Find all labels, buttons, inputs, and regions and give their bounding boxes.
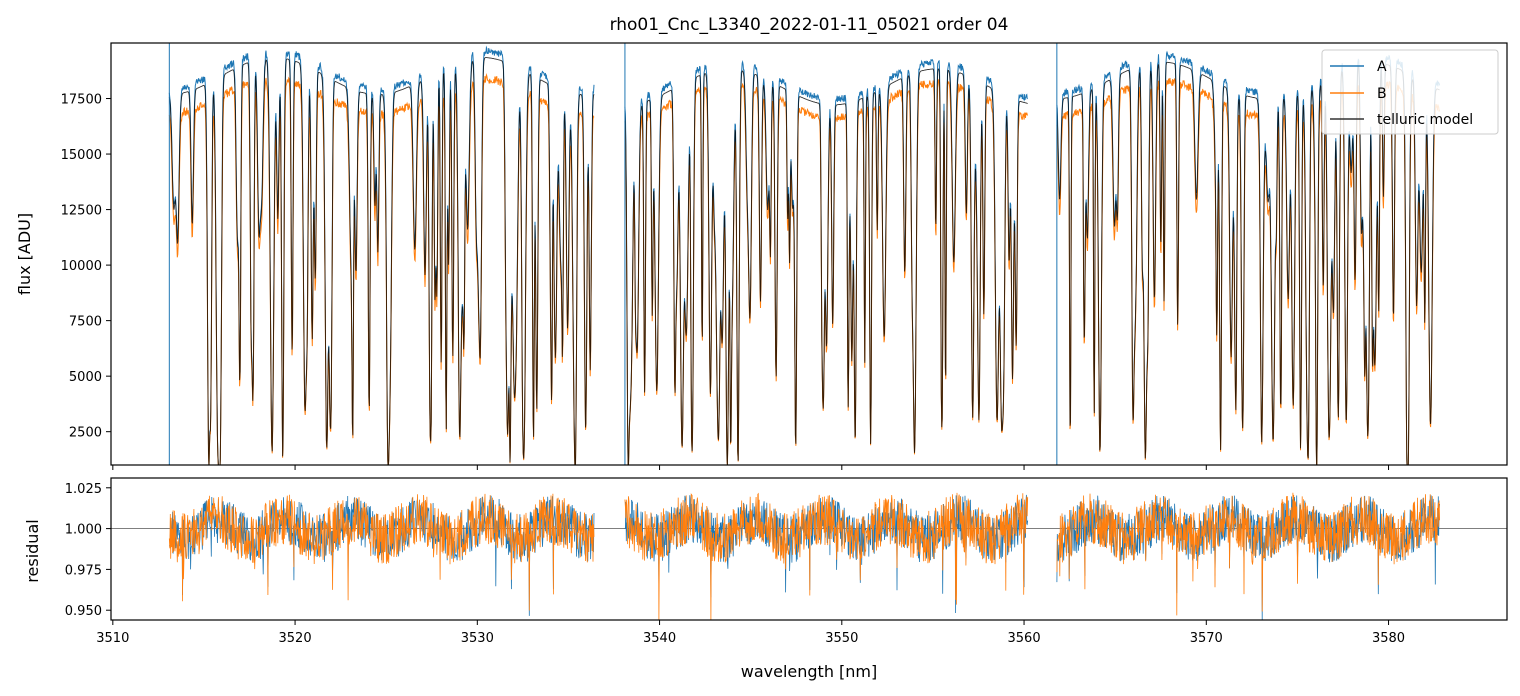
flux-y-tick-label: 10000 [61, 259, 102, 274]
legend: A B telluric model [1321, 49, 1499, 135]
chart-title: rho01_Cnc_L3340_2022-01-11_05021 order 0… [610, 15, 1009, 35]
flux-y-tick-label: 12500 [61, 204, 102, 219]
legend-label-a: A [1377, 59, 1387, 75]
flux-y-tick-label: 15000 [61, 148, 102, 163]
x-tick-label: 3560 [1008, 631, 1041, 646]
legend-box [1321, 49, 1499, 135]
telluric-model-line [1056, 61, 1440, 465]
residual-b-line [1056, 492, 1440, 616]
telluric-model-line [624, 68, 1028, 465]
residual-y-axis-label: residual [23, 519, 42, 582]
legend-label-telluric: telluric model [1377, 112, 1473, 128]
residual-panel-frame [110, 477, 1508, 621]
residual-y-tick-label: 1.000 [65, 523, 102, 538]
flux-y-tick-label: 2500 [69, 426, 102, 441]
residual-y-tick-label: 0.975 [65, 563, 102, 578]
flux-y-axis-label: flux [ADU] [15, 213, 34, 295]
series-b-line [624, 79, 1029, 465]
flux-x-ticks [112, 465, 1390, 470]
flux-series-group [168, 43, 1441, 465]
residual-y-ticks: 0.950 0.975 1.000 1.025 [65, 482, 111, 619]
x-tick-label: 3550 [825, 631, 858, 646]
flux-panel-frame [110, 42, 1508, 466]
residual-b-line [168, 493, 595, 611]
residual-series-group [111, 492, 1507, 620]
residual-y-tick-label: 1.025 [65, 482, 102, 497]
telluric-model-line [168, 57, 595, 465]
flux-y-ticks: 2500 5000 7500 10000 12500 15000 17500 [61, 93, 111, 441]
x-tick-label: 3580 [1372, 631, 1405, 646]
x-tick-label: 3570 [1190, 631, 1223, 646]
legend-label-b: B [1377, 86, 1387, 102]
flux-y-tick-label: 17500 [61, 93, 102, 108]
flux-y-tick-label: 5000 [69, 370, 102, 385]
residual-x-ticks: 3510 3520 3530 3540 3550 3560 3570 3580 [96, 620, 1405, 646]
residual-panel: 3510 3520 3530 3540 3550 3560 3570 3580 0.9500.… [23, 477, 1508, 681]
x-tick-label: 3530 [461, 631, 494, 646]
series-b-line [168, 72, 595, 465]
x-axis-label: wavelength [nm] [741, 662, 878, 681]
x-tick-label: 3520 [279, 631, 312, 646]
flux-y-tick-label: 7500 [69, 315, 102, 330]
residual-b-line [624, 492, 1029, 620]
series-a-line [624, 58, 1028, 465]
flux-panel: 2500 5000 7500 10000 12500 15000 17500 flux [A… [15, 42, 1508, 470]
x-tick-label: 3510 [96, 631, 129, 646]
residual-y-tick-label: 0.950 [65, 604, 102, 619]
x-tick-label: 3540 [643, 631, 676, 646]
